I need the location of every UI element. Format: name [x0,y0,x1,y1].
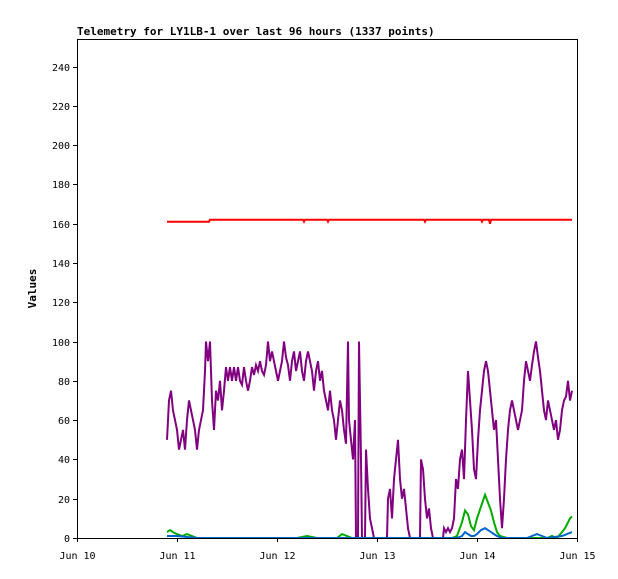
y-tick-label: 20 [58,495,70,506]
x-tick-label: Jun 11 [159,551,195,562]
y-tick-label: 80 [58,377,70,388]
y-tick-label: 180 [52,180,70,191]
x-tick-label: Jun 12 [259,551,295,562]
x-tick-label: Jun 14 [459,551,495,562]
x-tick-label: Jun 10 [59,551,95,562]
y-tick-label: 40 [58,455,70,466]
y-tick-label: 220 [52,102,70,113]
y-tick-label: 240 [52,63,70,74]
y-axis-label: Values [26,269,39,309]
y-tick-label: 160 [52,220,70,231]
y-tick-label: 0 [64,534,70,545]
y-tick-label: 120 [52,298,70,309]
y-tick-label: 100 [52,338,70,349]
plot-frame [77,39,578,539]
x-tick-label: Jun 15 [559,551,595,562]
series-line-1 [167,218,572,224]
chart-title: Telemetry for LY1LB-1 over last 96 hours… [77,25,435,38]
y-tick-label: 60 [58,416,70,427]
y-tick-label: 200 [52,141,70,152]
y-tick-label: 140 [52,259,70,270]
x-tick-label: Jun 13 [359,551,395,562]
